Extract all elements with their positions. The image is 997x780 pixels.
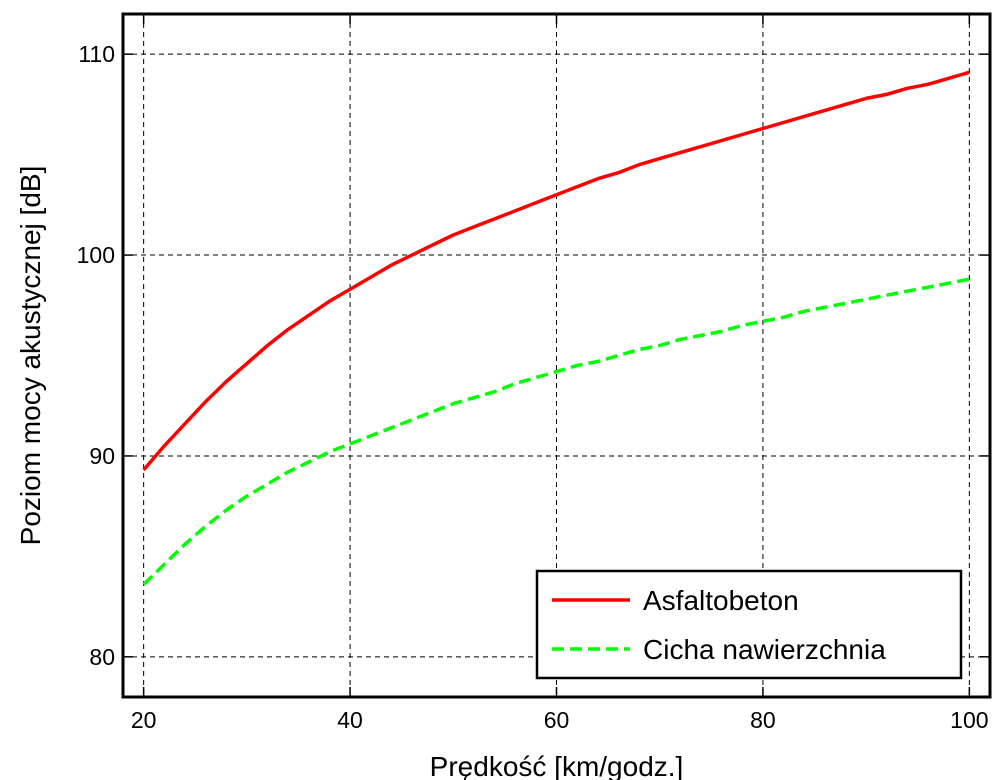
y-tick-label-90: 90 <box>89 443 115 469</box>
y-tick-label-100: 100 <box>77 242 115 268</box>
legend-box <box>535 569 963 680</box>
x-tick-label-40: 40 <box>337 707 363 733</box>
x-axis-label: Prędkość [km/godz.] <box>430 751 684 780</box>
series-line-asfaltobeton <box>142 70 970 472</box>
x-tick-label-60: 60 <box>544 707 570 733</box>
y-tick-labels: 80 90 100 110 <box>77 41 115 670</box>
legend-entry-asfaltobeton: Asfaltobeton <box>643 585 799 616</box>
x-tick-label-100: 100 <box>950 707 988 733</box>
axis-ticks <box>123 14 990 697</box>
y-tick-label-80: 80 <box>89 644 115 670</box>
series-layer <box>142 70 970 586</box>
x-tick-labels: 20 40 60 80 100 <box>131 707 989 733</box>
y-tick-label-110: 110 <box>78 41 115 67</box>
legend-entry-cicha-nawierzchnia: Cicha nawierzchnia <box>643 634 886 665</box>
x-tick-label-80: 80 <box>750 707 776 733</box>
legend: Asfaltobeton Cicha nawierzchnia <box>535 569 963 680</box>
y-axis-label: Poziom mocy akustycznej [dB] <box>15 166 46 546</box>
series-line-cicha-nawierzchnia <box>142 277 970 586</box>
x-tick-label-20: 20 <box>131 707 157 733</box>
